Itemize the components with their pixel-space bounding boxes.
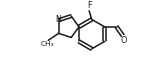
Text: CH₃: CH₃ bbox=[41, 41, 54, 47]
Text: F: F bbox=[87, 1, 91, 10]
Text: O: O bbox=[120, 36, 127, 45]
Text: N: N bbox=[55, 15, 61, 24]
